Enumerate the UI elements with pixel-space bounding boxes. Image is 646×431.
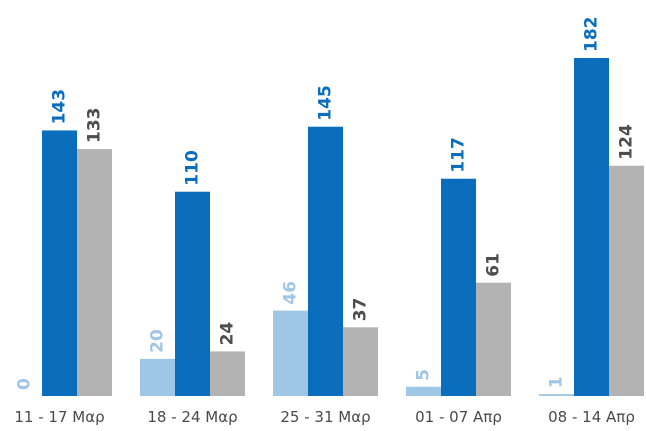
category-labels-group: 11 - 17 Μαρ 18 - 24 Μαρ 25 - 31 Μαρ 01 - 07… — [14, 408, 634, 426]
value-labels-group: 0 143 133 20 110 24 46 145 37 5 117 61 1 182 124 — [15, 17, 637, 391]
value-label-s1-c3: 46 — [281, 281, 301, 305]
category-label-5: 08 - 14 Απρ — [548, 408, 635, 426]
value-label-s2-c2: 110 — [183, 150, 203, 186]
value-label-s2-c1: 143 — [50, 89, 70, 125]
category-label-3: 25 - 31 Μαρ — [280, 408, 370, 426]
value-label-s3-c5: 124 — [617, 124, 637, 160]
value-label-s1-c5: 1 — [547, 376, 567, 388]
value-label-s2-c4: 117 — [449, 137, 469, 173]
bar-s3-c5 — [609, 165, 644, 396]
value-label-s1-c1: 0 — [15, 378, 35, 390]
bar-s2-c5 — [574, 58, 609, 396]
value-label-s3-c3: 37 — [351, 298, 371, 322]
bar-s2-c4 — [441, 178, 476, 396]
bar-s1-c2 — [140, 358, 175, 396]
value-label-s1-c2: 20 — [148, 329, 168, 353]
value-label-s3-c2: 24 — [218, 322, 238, 346]
category-label-4: 01 - 07 Απρ — [415, 408, 502, 426]
bar-s1-c3 — [273, 310, 308, 396]
bar-s2-c3 — [308, 126, 343, 396]
bar-s1-c5 — [539, 394, 574, 396]
value-label-s2-c3: 145 — [316, 85, 336, 121]
bar-s3-c2 — [210, 351, 245, 396]
value-label-s3-c4: 61 — [484, 253, 504, 277]
value-label-s3-c1: 133 — [85, 108, 105, 144]
bar-s1-c4 — [406, 386, 441, 396]
value-label-s1-c4: 5 — [414, 369, 434, 381]
category-label-2: 18 - 24 Μαρ — [147, 408, 237, 426]
value-label-s2-c5: 182 — [582, 17, 602, 53]
bar-s3-c1 — [77, 149, 112, 396]
bar-s2-c2 — [175, 191, 210, 396]
bars-group — [42, 58, 644, 396]
category-label-1: 11 - 17 Μαρ — [14, 408, 104, 426]
bar-s3-c4 — [476, 282, 511, 396]
bar-s2-c1 — [42, 130, 77, 396]
bar-s3-c3 — [343, 327, 378, 396]
